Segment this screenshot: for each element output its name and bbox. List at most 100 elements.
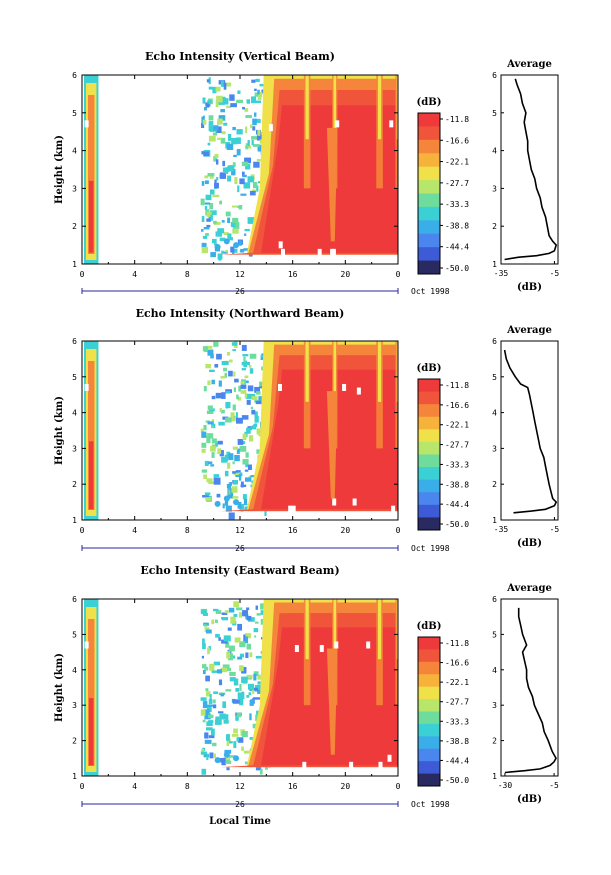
panel-0: Echo Intensity (Vertical Beam)123456Heig… [54,50,559,296]
echo-cell [205,434,208,438]
echo-cell [234,177,238,184]
echo-cell [211,452,215,458]
echo-blob [233,755,240,762]
profile-line [503,349,558,514]
echo-cell [237,656,243,660]
echo-cell [209,369,215,372]
echo-cell [255,605,259,610]
echo-cell [222,160,226,167]
profile-y-tick-label: 6 [492,337,497,346]
echo-cell [254,92,259,97]
echo-cell [251,189,257,193]
echo-band [282,355,398,370]
colorbar-tick-label: -38.8 [445,480,469,489]
echo-cell [232,446,238,450]
echo-cell [226,651,230,659]
echo-cell [205,194,212,201]
profile-y-tick-label: 5 [492,109,497,118]
echo-cell [207,647,210,655]
echo-cell [231,168,236,176]
echo-cell [216,176,219,181]
echo-cell [226,105,231,109]
colorbar-tick-label: -11.8 [445,115,469,124]
echo-cell [206,224,211,228]
colorbar-tick-label: -22.1 [445,678,469,687]
echo-cell [233,472,239,476]
echo-blob [233,242,240,249]
y-tick-label: 3 [72,444,77,453]
echo-cell [260,768,263,775]
profile-y-tick-label: 3 [492,701,497,710]
echo-cell [241,161,249,167]
y-tick-label: 1 [72,772,77,781]
echo-cell [228,359,233,363]
profile-y-tick-label: 4 [492,409,497,418]
echo-cell [225,505,232,512]
x-tick-label: 4 [132,526,137,535]
echo-cell [239,683,242,691]
echo-cell [208,125,215,132]
echo-cell [239,653,245,658]
echo-cell [206,218,211,222]
echo-cell [255,78,260,82]
echo-cell [236,149,241,156]
echo-cell [256,158,261,162]
colorbar-frame [417,378,441,531]
echo-cell [215,231,222,237]
echo-cell [210,214,213,221]
echo-cell [219,237,226,242]
echo-cell [213,474,220,480]
echo-cell [235,417,243,424]
echo-cell [244,157,252,164]
y-tick-label: 5 [72,373,77,382]
echo-cell [258,433,262,437]
echo-cell [207,380,211,386]
echo-cell [225,82,231,87]
echo-cell [202,97,206,104]
echo-cell [212,704,217,709]
echo-cell [205,691,211,697]
colorbar-unit: (dB) [417,621,442,632]
echo-cell [212,194,220,198]
echo-cell [222,503,225,509]
echo-cell [227,233,232,239]
echo-strip-left [88,180,94,253]
echo-cell [259,386,264,389]
echo-cell [208,115,214,121]
echo-cell [214,719,222,725]
echo-cell [238,240,242,246]
echo-cell [243,356,246,363]
echo-cell [225,249,229,253]
x-tick-label: 0 [396,270,401,279]
echo-cell [220,375,226,379]
x-tick-label: 0 [80,782,85,791]
echo-cell [224,499,229,506]
colorbar-swatch [418,674,440,688]
echo-cell [200,697,207,701]
echo-cell [244,228,250,232]
echo-cell [264,509,267,517]
profile-y-tick-label: 3 [492,444,497,453]
profile-line [504,78,558,261]
echo-cell [223,367,228,372]
echo-cell [232,699,240,704]
echo-cell [236,607,242,611]
echo-cell [245,393,252,399]
echo-cell [241,415,249,420]
colorbar-swatch [418,126,440,141]
echo-cell [237,692,245,699]
echo-cell [233,479,238,485]
profile-frame [500,74,559,265]
echo-cell [217,440,223,445]
panel-2: Echo Intensity (Eastward Beam)123456Heig… [54,564,559,827]
echo-layer [224,627,398,766]
echo-cell [244,380,249,384]
echo-cell [256,428,262,435]
echo-blob [223,751,230,758]
colorbar-swatch [418,113,440,127]
echo-cell [211,619,215,625]
echo-cell [260,618,265,625]
date-label: 26 [235,544,245,553]
profile-y-tick-label: 5 [492,373,497,382]
echo-cell [251,139,254,146]
